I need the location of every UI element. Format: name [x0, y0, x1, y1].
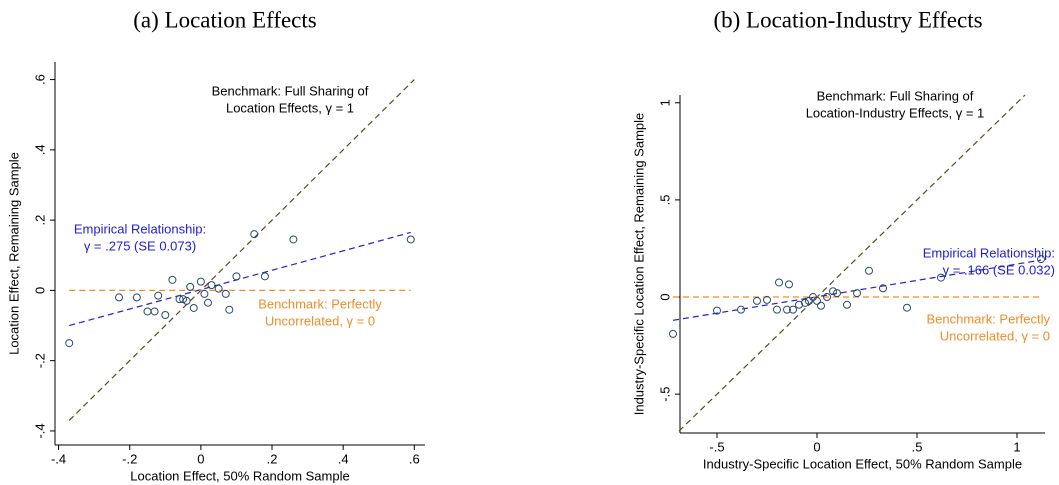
data-point — [150, 307, 159, 316]
x-tick-label: 1 — [1013, 439, 1020, 454]
chart-title: (a) Location Effects — [133, 7, 317, 32]
data-point — [817, 301, 825, 310]
annotation: γ = .275 (SE 0.073) — [84, 238, 196, 253]
data-point — [143, 307, 152, 316]
y-tick-label: .5 — [657, 194, 672, 205]
data-point — [829, 287, 837, 296]
annotation: Empirical Relationship: — [74, 221, 206, 236]
data-point — [789, 305, 797, 314]
x-tick-label: 0 — [813, 439, 820, 454]
y-tick-label: 0 — [657, 293, 672, 300]
data-point — [250, 230, 259, 239]
y-tick-label: .2 — [32, 215, 47, 226]
data-point — [773, 305, 781, 314]
data-point — [232, 272, 241, 281]
data-point — [186, 282, 195, 291]
annotation: Location-Industry Effects, γ = 1 — [806, 105, 985, 120]
x-axis-title: Location Effect, 50% Random Sample — [130, 468, 349, 483]
data-point — [189, 303, 198, 312]
y-tick-label: -.4 — [32, 423, 47, 438]
x-tick-label: -.4 — [51, 451, 66, 466]
chart-title: (b) Location-Industry Effects — [713, 7, 982, 32]
data-point — [783, 305, 791, 314]
annotation: γ = .166 (SE 0.032) — [943, 262, 1055, 277]
data-point — [196, 277, 205, 286]
reference-line — [69, 231, 411, 327]
data-point — [937, 273, 945, 282]
data-point — [1037, 255, 1045, 264]
y-tick-label: -.2 — [32, 353, 47, 368]
x-axis-title: Industry-Specific Location Effect, 50% R… — [703, 456, 1022, 471]
data-point — [221, 289, 230, 298]
data-point — [175, 295, 184, 304]
data-point — [737, 305, 745, 314]
annotation: Location Effects, γ = 1 — [226, 100, 354, 115]
reference-line — [678, 94, 1026, 432]
data-point — [65, 339, 74, 348]
data-point — [833, 289, 841, 298]
x-tick-label: .4 — [338, 451, 349, 466]
data-point — [713, 306, 721, 315]
y-tick-label: -.5 — [657, 387, 672, 402]
x-tick-label: -.5 — [709, 439, 724, 454]
data-point — [225, 305, 234, 314]
x-tick-label: -.2 — [122, 451, 137, 466]
x-tick-label: .6 — [409, 451, 420, 466]
annotation: Benchmark: Perfectly — [258, 296, 382, 311]
data-point — [879, 284, 887, 293]
data-point — [813, 296, 821, 305]
y-tick-label: .4 — [32, 144, 47, 155]
annotation: Empirical Relationship: — [923, 245, 1055, 260]
data-point — [785, 280, 793, 289]
data-point — [805, 296, 813, 305]
data-point — [753, 296, 761, 305]
data-point — [132, 293, 141, 302]
data-point — [115, 293, 124, 302]
data-point — [865, 266, 873, 275]
data-point — [214, 284, 223, 293]
y-axis-title: Location Effect, Remaining Sample — [6, 152, 21, 355]
data-point — [260, 272, 269, 281]
annotation: Benchmark: Full Sharing of — [212, 83, 369, 98]
y-tick-label: .6 — [32, 74, 47, 85]
annotation: Uncorrelated, γ = 0 — [940, 328, 1050, 343]
data-point — [669, 329, 677, 338]
x-tick-label: .2 — [267, 451, 278, 466]
data-point — [843, 300, 851, 309]
data-point — [801, 298, 809, 307]
data-point — [406, 235, 415, 244]
data-point — [775, 278, 783, 287]
data-point — [182, 296, 191, 305]
data-point — [161, 310, 170, 319]
data-point — [168, 275, 177, 284]
x-tick-label: 0 — [197, 451, 204, 466]
annotation: Benchmark: Perfectly — [926, 311, 1050, 326]
data-point — [207, 281, 216, 290]
reference-line — [68, 79, 415, 421]
reference-line — [672, 259, 1042, 321]
data-point — [853, 289, 861, 298]
data-point — [763, 295, 771, 304]
data-point — [203, 298, 212, 307]
data-point — [289, 235, 298, 244]
data-point — [154, 291, 163, 300]
x-tick-label: .5 — [912, 439, 923, 454]
data-point — [823, 293, 831, 302]
y-axis-title: Industry-Specific Location Effect, Remai… — [631, 113, 646, 416]
y-tick-label: 0 — [32, 287, 47, 294]
y-tick-label: 1 — [657, 99, 672, 106]
annotation: Uncorrelated, γ = 0 — [265, 313, 375, 328]
data-point — [200, 289, 209, 298]
annotation: Benchmark: Full Sharing of — [817, 88, 974, 103]
data-point — [795, 300, 803, 309]
data-point — [903, 303, 911, 312]
